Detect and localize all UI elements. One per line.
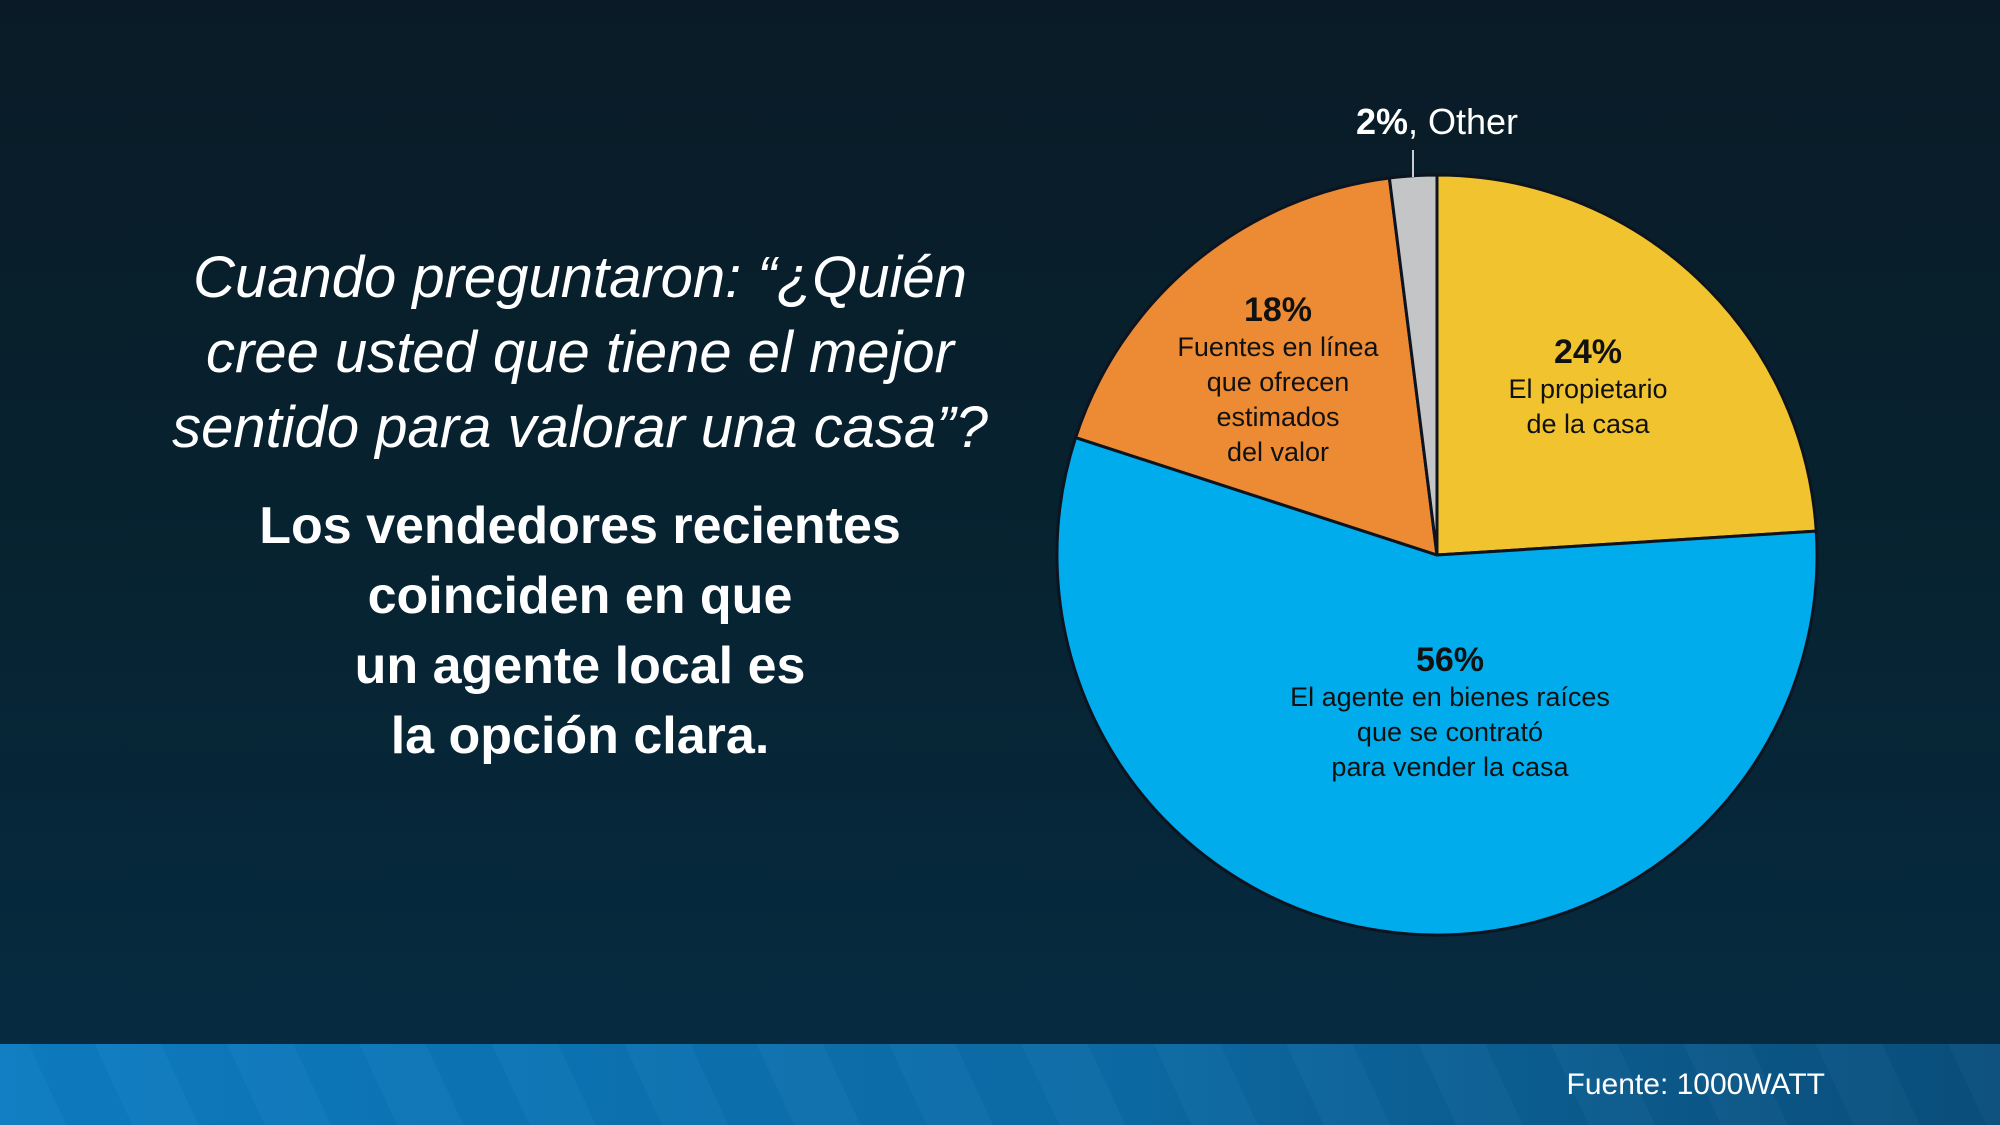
other-slice-name: , Other [1407, 101, 1519, 142]
other-slice-percent: 2% [1355, 101, 1408, 142]
online-sources-text-line: que ofrecen [1206, 367, 1350, 397]
statement-line-4: la opción clara. [390, 707, 770, 765]
pie-slice-56pct [1055, 436, 1819, 937]
statement-line-2: coinciden en que [367, 567, 793, 625]
statement-line-1: Los vendedores recientes [259, 497, 901, 555]
question-text: Cuando preguntaron: “¿Quién cree usted q… [75, 240, 1085, 465]
pie-slice-24pct [1435, 173, 1818, 557]
source-bar: Fuente: 1000WATT [0, 1044, 2000, 1125]
online-sources-percent: 18% [1243, 291, 1313, 329]
agent-slice-text-line: para vender la casa [1331, 752, 1569, 782]
source-label: Fuente: 1000WATT [1566, 1067, 1825, 1101]
online-sources-slice-label: 18% Fuentes en línea que ofrecen estimad… [1177, 290, 1378, 470]
statement-text: Los vendedores recientes coinciden en qu… [75, 491, 1085, 771]
other-slice-callout: 2%, Other [1356, 100, 1518, 144]
owner-slice-text-line: de la casa [1526, 409, 1650, 439]
agent-slice-label: 56% El agente en bienes raíces que se co… [1290, 640, 1610, 785]
owner-slice-label: 24% El propietario de la casa [1508, 332, 1667, 442]
agent-slice-text-line: El agente en bienes raíces [1290, 682, 1610, 712]
owner-slice-percent: 24% [1553, 333, 1623, 371]
pie-chart [1055, 173, 1819, 937]
callout-leader-line [1412, 150, 1414, 177]
question-line-2: cree usted que tiene el mejor [206, 320, 954, 385]
agent-slice-text-line: que se contrató [1356, 717, 1544, 747]
statement-line-3: un agente local es [354, 637, 806, 695]
owner-slice-text-line: El propietario [1508, 374, 1668, 404]
question-line-3: sentido para valorar una casa”? [172, 395, 988, 460]
question-line-1: Cuando preguntaron: “¿Quién [193, 245, 967, 310]
online-sources-text-line: del valor [1226, 437, 1330, 467]
online-sources-text-line: estimados [1216, 402, 1340, 432]
online-sources-text-line: Fuentes en línea [1177, 332, 1379, 362]
agent-slice-percent: 56% [1415, 641, 1485, 679]
pie-slice-18pct [1074, 176, 1439, 557]
